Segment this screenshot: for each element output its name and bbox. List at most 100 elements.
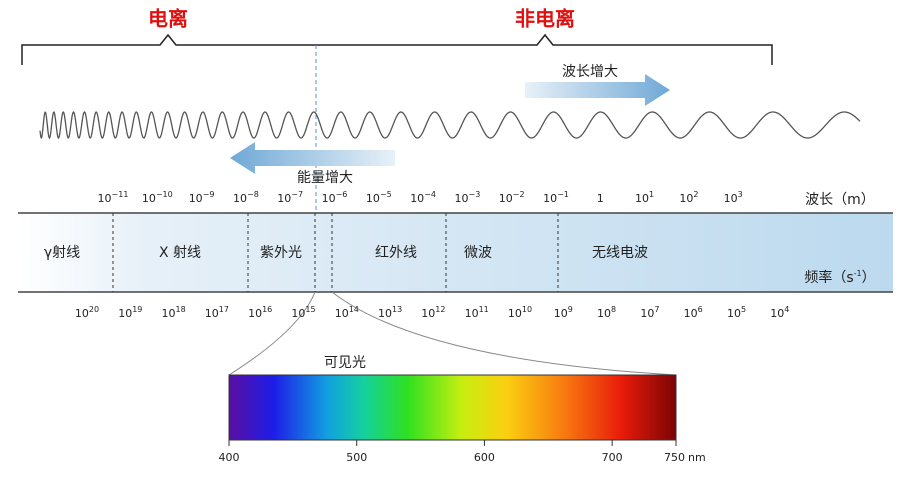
tick-exp: 10 — [522, 305, 532, 314]
tick-label: 1020 — [75, 305, 99, 321]
tick-exp: −8 — [247, 190, 259, 199]
tick-base: 10 — [684, 307, 698, 320]
tick-label: 105 — [727, 305, 746, 321]
tick-label: 1019 — [118, 305, 142, 321]
region-label: γ射线 — [44, 245, 80, 261]
non-ionizing-label: 非电离 — [515, 7, 575, 31]
tick-exp: −1 — [557, 190, 569, 199]
tick-base: 10 — [543, 192, 557, 205]
tick-base: 10 — [724, 192, 738, 205]
tick-exp: 5 — [741, 305, 746, 314]
tick-label: 10−2 — [499, 190, 525, 206]
funnel-line — [331, 291, 677, 376]
tick-label: 107 — [640, 305, 659, 321]
tick-label: 1011 — [465, 305, 489, 321]
tick-exp: 1 — [649, 190, 654, 199]
region-label: 微波 — [464, 245, 492, 261]
tick-exp: 11 — [479, 305, 489, 314]
region-label: 紫外光 — [260, 245, 302, 261]
wave — [39, 111, 861, 140]
tick-exp: −11 — [112, 190, 129, 199]
tick-base: 10 — [378, 307, 392, 320]
tick-label: 500 — [346, 451, 367, 464]
wavelength-increase: 波长增大 — [562, 64, 618, 80]
tick-exp: 6 — [698, 305, 703, 314]
tick-exp: −7 — [291, 190, 303, 199]
tick-exp: 7 — [654, 305, 659, 314]
tick-base: 10 — [455, 192, 469, 205]
tick-label: 1013 — [378, 305, 402, 321]
tick-base: 10 — [366, 192, 380, 205]
dividers — [112, 213, 559, 292]
tick-exp: 19 — [132, 305, 142, 314]
tick-label: 101 — [635, 190, 654, 206]
tick-label: 10−9 — [189, 190, 215, 206]
tick-label: 10−7 — [277, 190, 303, 206]
visible-spectrum — [228, 374, 677, 441]
tick-label: 1 — [597, 192, 604, 205]
tick-value: 400 — [219, 451, 240, 464]
tick-label: 106 — [684, 305, 703, 321]
tick-base: 10 — [162, 307, 176, 320]
funnel-line — [228, 291, 316, 376]
tick-exp: 12 — [435, 305, 445, 314]
tick-base: 10 — [410, 192, 424, 205]
visible-label: 可见光 — [324, 355, 366, 371]
tick-exp: −10 — [156, 190, 173, 199]
tick-label: 1010 — [508, 305, 532, 321]
tick-exp: −2 — [513, 190, 525, 199]
tick-label: 1014 — [335, 305, 359, 321]
tick-base: 10 — [142, 192, 156, 205]
tick-label: 600 — [474, 451, 495, 464]
tick-base: 10 — [291, 307, 305, 320]
tick-exp: −6 — [336, 190, 348, 199]
tick-base: 10 — [277, 192, 291, 205]
tick-exp: 9 — [568, 305, 573, 314]
tick-unit: nm — [688, 451, 706, 464]
tick-label: 1015 — [291, 305, 315, 321]
tick-base: 10 — [322, 192, 336, 205]
tick-label: 400 — [219, 451, 240, 464]
tick-base: 1 — [597, 192, 604, 205]
tick-base: 10 — [554, 307, 568, 320]
tick-label: 103 — [724, 190, 743, 206]
tick-exp: 13 — [392, 305, 402, 314]
tick-value: 600 — [474, 451, 495, 464]
region-label: 红外线 — [375, 245, 417, 261]
tick-base: 10 — [727, 307, 741, 320]
spectrum-band — [18, 213, 893, 292]
tick-label: 10−4 — [410, 190, 436, 206]
tick-exp: 2 — [693, 190, 698, 199]
tick-label: 109 — [554, 305, 573, 321]
tick-label: 10−6 — [322, 190, 348, 206]
tick-value: 750 — [664, 451, 685, 464]
tick-base: 10 — [421, 307, 435, 320]
tick-label: 108 — [597, 305, 616, 321]
tick-base: 10 — [189, 192, 203, 205]
region-label: X 射线 — [159, 245, 201, 261]
tick-exp: 3 — [738, 190, 743, 199]
tick-value: 700 — [602, 451, 623, 464]
tick-base: 10 — [335, 307, 349, 320]
tick-exp: −5 — [380, 190, 392, 199]
tick-exp: 16 — [262, 305, 272, 314]
wavelength-label: 波长（m） — [805, 192, 875, 208]
tick-label: 10−1 — [543, 190, 569, 206]
tick-label: 104 — [770, 305, 789, 321]
tick-base: 10 — [770, 307, 784, 320]
tick-base: 10 — [205, 307, 219, 320]
arrow-right — [525, 74, 670, 106]
tick-label: 1017 — [205, 305, 229, 321]
tick-base: 10 — [635, 192, 649, 205]
tick-label: 10−5 — [366, 190, 392, 206]
tick-label: 1012 — [421, 305, 445, 321]
tick-base: 10 — [499, 192, 513, 205]
tick-label: 102 — [679, 190, 698, 206]
tick-exp: −4 — [424, 190, 436, 199]
frequency-label: 频率（s-1） — [804, 269, 875, 287]
tick-exp: −3 — [469, 190, 481, 199]
tick-label: 10−10 — [142, 190, 173, 206]
tick-label: 10−11 — [98, 190, 129, 206]
tick-base: 10 — [465, 307, 479, 320]
